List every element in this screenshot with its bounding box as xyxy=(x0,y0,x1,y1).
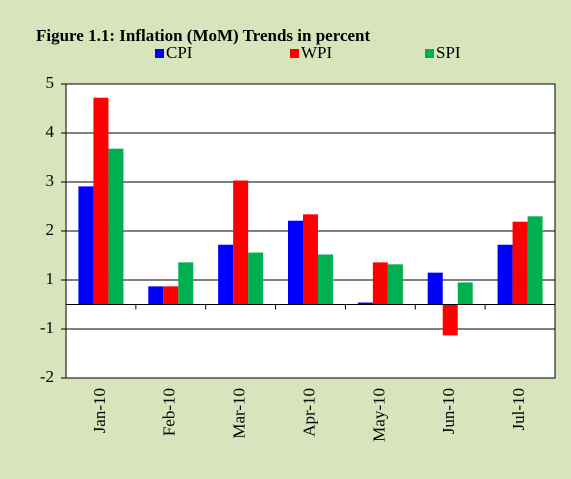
bar xyxy=(78,186,94,305)
x-tick-label: Apr-10 xyxy=(299,388,318,437)
bar xyxy=(442,304,458,336)
bar xyxy=(318,254,333,305)
x-tick-label: Jan-10 xyxy=(90,388,109,433)
bar xyxy=(148,286,164,305)
bar xyxy=(457,282,473,305)
bar xyxy=(357,302,373,305)
bar xyxy=(527,216,543,305)
bar xyxy=(218,244,234,305)
y-tick-label: 1 xyxy=(46,269,55,288)
bar xyxy=(178,262,194,305)
bar xyxy=(497,244,513,305)
x-tick-label: Mar-10 xyxy=(230,388,249,439)
x-tick-label: Jul-10 xyxy=(509,388,528,431)
y-tick-label: 5 xyxy=(46,73,55,92)
legend-swatch xyxy=(155,49,164,58)
y-tick-label: 3 xyxy=(46,171,55,190)
y-tick-label: -2 xyxy=(40,367,54,386)
legend-label: SPI xyxy=(436,43,461,62)
chart-title: Figure 1.1: Inflation (MoM) Trends in pe… xyxy=(36,26,371,45)
legend-swatch xyxy=(290,49,299,58)
x-tick-label: Feb-10 xyxy=(160,388,179,436)
y-tick-label: -1 xyxy=(40,318,54,337)
bar xyxy=(93,97,109,305)
y-tick-label: 4 xyxy=(46,122,55,141)
x-tick-label: May-10 xyxy=(369,388,388,442)
legend-swatch xyxy=(425,49,434,58)
legend-label: WPI xyxy=(301,43,333,62)
y-tick-label: 2 xyxy=(46,220,55,239)
x-tick-label: Jun-10 xyxy=(439,388,458,434)
bar xyxy=(288,220,303,305)
bar xyxy=(163,286,179,305)
bar xyxy=(512,221,528,305)
bar xyxy=(372,262,388,305)
legend-label: CPI xyxy=(166,43,193,62)
bar xyxy=(303,214,318,305)
bar xyxy=(108,148,124,305)
bar xyxy=(233,180,249,305)
bar xyxy=(427,272,443,305)
bar xyxy=(248,252,264,305)
bar xyxy=(387,264,403,305)
